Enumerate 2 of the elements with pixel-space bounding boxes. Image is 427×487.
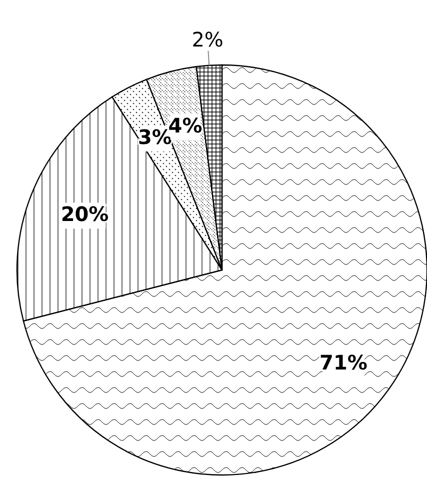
data-label: 2% [192,27,224,52]
data-label: 71% [320,350,368,375]
